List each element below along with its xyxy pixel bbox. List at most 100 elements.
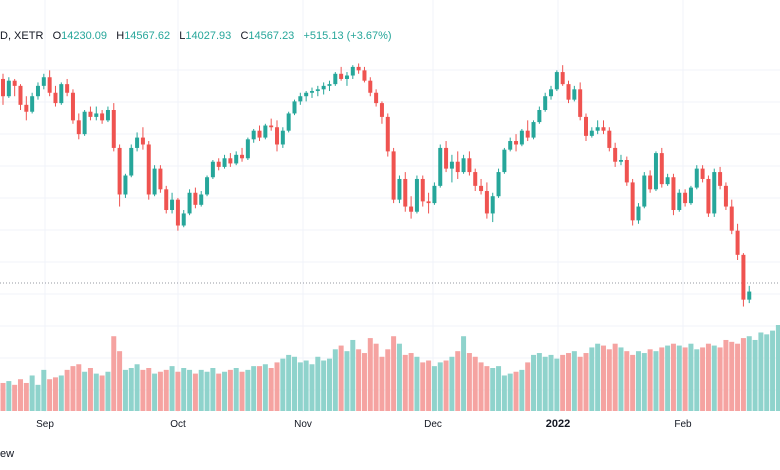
volume-bar — [647, 349, 653, 411]
volume-bar — [461, 336, 467, 411]
candle-body — [82, 111, 87, 135]
candle-body — [327, 84, 332, 86]
volume-bar — [507, 373, 513, 411]
candle-body — [164, 189, 169, 210]
candle-body — [432, 185, 437, 204]
volume-bar — [326, 358, 332, 411]
volume-bar — [548, 354, 554, 411]
candle-body — [240, 154, 245, 159]
volume-bar — [257, 366, 263, 411]
candle-body — [461, 158, 466, 173]
candle-body — [543, 96, 548, 110]
volume-bar — [519, 369, 525, 411]
candle-body — [105, 110, 110, 121]
volume-bar — [163, 369, 169, 411]
volume-bar — [641, 353, 647, 411]
volume-bar — [746, 336, 752, 411]
volume-bar — [152, 373, 158, 411]
volume-bar — [694, 349, 700, 411]
change-value: +515.13 (+3.67%) — [303, 30, 392, 42]
volume-bar — [76, 364, 82, 411]
volume-bar — [612, 343, 618, 411]
volume-bar — [251, 366, 257, 411]
candle-body — [41, 77, 46, 86]
volume-bar — [466, 353, 472, 411]
volume-bar — [23, 382, 29, 411]
candle-body — [665, 177, 670, 185]
volume-bar — [99, 375, 105, 411]
volume-bar — [536, 353, 542, 411]
volume-bar — [361, 353, 367, 411]
candle-body — [584, 116, 588, 136]
candle-body — [444, 147, 449, 169]
volume-bar — [0, 382, 6, 411]
candle-body — [694, 168, 699, 188]
candle-body — [490, 196, 495, 214]
candle-body — [385, 116, 390, 152]
candle-body — [216, 161, 221, 167]
volume-bar — [630, 354, 636, 411]
candle-body — [193, 192, 198, 205]
volume-bar — [239, 371, 245, 411]
candle-body — [94, 113, 99, 117]
candle-body — [595, 127, 600, 131]
symbol-label: D, XETR — [0, 30, 44, 42]
candle-body — [706, 178, 711, 214]
candle-body — [636, 206, 641, 221]
candle-body — [409, 206, 414, 212]
volume-bar — [600, 345, 606, 411]
candle-body — [747, 291, 752, 300]
volume-bar — [635, 351, 641, 411]
volume-bar — [303, 360, 309, 411]
volume-bar — [402, 354, 408, 411]
candle-body — [30, 96, 35, 112]
candle-body — [578, 89, 583, 117]
volume-bar — [396, 343, 402, 411]
volume-bar — [484, 366, 490, 411]
volume-bar — [385, 349, 391, 411]
candle-body — [700, 168, 705, 179]
volume-bar — [431, 366, 437, 411]
volume-bar — [740, 338, 746, 411]
candle-body — [205, 177, 210, 195]
volume-bar — [105, 371, 111, 411]
candle-body — [356, 66, 361, 71]
volume-bar — [157, 371, 163, 411]
volume-bar — [449, 356, 455, 411]
volume-bar — [268, 368, 274, 411]
candle-body — [648, 175, 653, 190]
volume-bar — [367, 338, 373, 411]
candle-body — [117, 147, 122, 195]
candle-body — [403, 178, 408, 207]
volume-bar — [204, 371, 210, 411]
candle-body — [531, 122, 536, 138]
volume-bar — [82, 371, 88, 411]
volume-bar — [472, 356, 478, 411]
volume-bar — [245, 369, 251, 411]
volume-bar — [64, 369, 70, 411]
candle-body — [729, 206, 734, 231]
volume-bar — [315, 356, 321, 411]
volume-bar — [764, 334, 770, 411]
volume-bar — [729, 341, 735, 411]
candle-body — [374, 92, 379, 104]
volume-bar — [29, 375, 35, 411]
candle-body — [653, 153, 658, 190]
volume-bar — [490, 368, 496, 411]
candle-body — [519, 130, 524, 145]
volume-bar — [752, 339, 758, 411]
volume-bar — [513, 371, 519, 411]
candle-body — [624, 160, 629, 183]
volume-bar — [659, 347, 665, 411]
candle-body — [129, 147, 134, 176]
candle-body — [426, 201, 431, 204]
volume-bar — [624, 351, 630, 411]
candle-body — [671, 177, 676, 210]
volume-bar — [443, 360, 449, 411]
candle-body — [438, 147, 443, 186]
volume-bar — [321, 360, 327, 411]
candle-body — [613, 147, 618, 162]
volume-bar — [670, 343, 676, 411]
candle-body — [234, 154, 239, 164]
